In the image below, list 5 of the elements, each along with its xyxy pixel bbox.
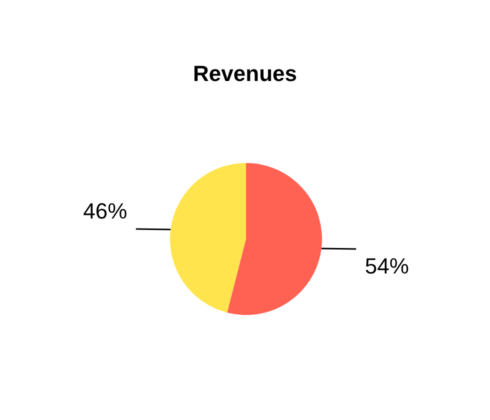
data-label: 46% — [83, 198, 128, 224]
chart-title: Revenues — [193, 61, 297, 86]
pie-slice — [227, 163, 322, 315]
data-label: 54% — [364, 254, 409, 279]
pie-slice — [170, 163, 246, 313]
